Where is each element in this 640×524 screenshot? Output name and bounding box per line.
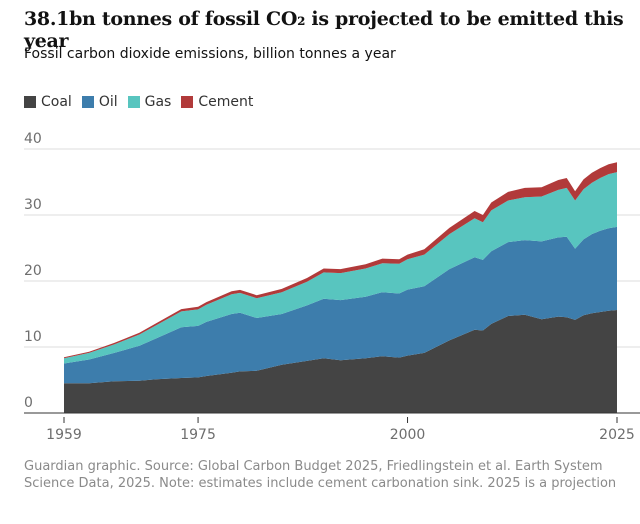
area-coal: [64, 310, 617, 413]
y-tick-label: 10: [24, 329, 42, 345]
source-note: Guardian graphic. Source: Global Carbon …: [24, 459, 617, 491]
legend-item: Cement: [181, 94, 253, 110]
legend-label: Coal: [41, 94, 72, 110]
legend-swatch: [81, 96, 94, 108]
x-tick-label: 2000: [390, 427, 426, 443]
chart-title: 38.1bn tonnes of fossil CO₂ is projected…: [24, 8, 624, 52]
area-cement: [64, 162, 617, 359]
legend-swatch: [181, 96, 194, 108]
area-oil: [64, 226, 617, 384]
legend-item: Coal: [24, 94, 72, 110]
y-tick-label: 30: [24, 197, 42, 213]
x-tick-label: 1975: [180, 427, 216, 443]
chart-subtitle: Fossil carbon dioxide emissions, billion…: [24, 46, 396, 62]
legend-label: Cement: [198, 94, 254, 110]
legend-label: Gas: [144, 94, 172, 110]
legend-swatch: [127, 96, 140, 108]
legend-label: Oil: [98, 94, 118, 110]
x-tick-label: 1959: [46, 427, 82, 443]
x-tick-label: 2025: [599, 427, 635, 443]
y-tick-label: 0: [24, 395, 33, 411]
legend-item: Gas: [127, 94, 172, 110]
legend: Coal Oil Gas Cement: [24, 94, 253, 110]
y-tick-label: 20: [24, 263, 42, 279]
y-tick-label: 40: [24, 131, 42, 147]
area-gas: [64, 172, 617, 364]
legend-swatch: [24, 96, 36, 108]
legend-item: Oil: [81, 94, 118, 110]
